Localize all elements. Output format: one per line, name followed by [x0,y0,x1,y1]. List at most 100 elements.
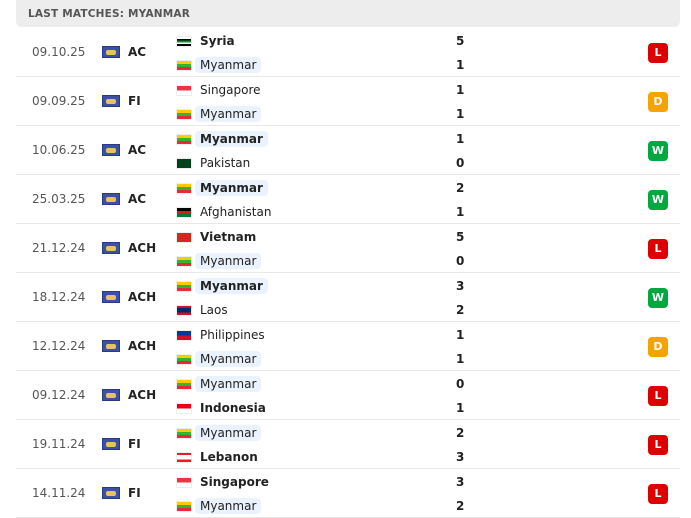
away-score: 1 [456,58,465,72]
match-row[interactable]: 10.06.25 AC 1 0 W Myanmar Pakistan [16,126,680,175]
competition-code: AC [128,192,147,206]
team-name: Singapore [200,475,269,489]
competition-icon [102,144,120,156]
match-row[interactable]: 12.12.24 ACH 1 1 D Philippines Myanmar [16,322,680,371]
flag-icon [176,108,192,120]
home-team[interactable]: Myanmar [176,178,268,198]
flag-icon [176,476,192,488]
match-row[interactable]: 09.10.25 AC 5 1 L Syria Myanmar [16,28,680,77]
match-date: 09.12.24 [32,388,86,402]
match-date: 09.09.25 [32,94,86,108]
flag-icon [176,402,192,414]
flag-icon [176,427,192,439]
competition-code: FI [128,94,141,108]
away-team[interactable]: Pakistan [176,153,255,173]
flag-icon [176,500,192,512]
away-team[interactable]: Myanmar [176,55,262,75]
match-row[interactable]: 18.12.24 ACH 3 2 W Myanmar Laos [16,273,680,322]
team-name: Vietnam [200,230,257,244]
home-team[interactable]: Vietnam [176,227,261,247]
competition-icon [102,46,120,58]
match-date: 10.06.25 [32,143,86,157]
away-team[interactable]: Indonesia [176,398,271,418]
match-date: 25.03.25 [32,192,86,206]
team-name: Singapore [200,83,261,97]
team-name: Laos [200,303,228,317]
home-team[interactable]: Philippines [176,325,270,345]
competition-code: ACH [128,388,157,402]
flag-icon [176,451,192,463]
result-badge: L [648,435,668,455]
result-badge: W [648,141,668,161]
away-team[interactable]: Lebanon [176,447,263,467]
competition-icon [102,291,120,303]
team-name: Myanmar [195,57,262,73]
home-team[interactable]: Myanmar [176,276,268,296]
competition-code: FI [128,437,141,451]
home-score: 3 [456,279,465,293]
home-team[interactable]: Myanmar [176,374,262,394]
away-score: 1 [456,352,465,366]
away-team[interactable]: Laos [176,300,233,320]
match-row[interactable]: 25.03.25 AC 2 1 W Myanmar Afghanistan [16,175,680,224]
home-team[interactable]: Singapore [176,80,266,100]
result-badge: L [648,239,668,259]
match-date: 18.12.24 [32,290,86,304]
flag-icon [176,206,192,218]
result-badge: L [648,386,668,406]
away-score: 1 [456,205,465,219]
result-badge: L [648,43,668,63]
away-team[interactable]: Afghanistan [176,202,276,222]
competition-code: ACH [128,339,157,353]
home-score: 5 [456,230,465,244]
competition-icon [102,340,120,352]
team-name: Myanmar [195,376,262,392]
flag-icon [176,182,192,194]
match-date: 19.11.24 [32,437,86,451]
match-row[interactable]: 09.12.24 ACH 0 1 L Myanmar Indonesia [16,371,680,420]
flag-icon [176,304,192,316]
away-team[interactable]: Myanmar [176,349,262,369]
home-team[interactable]: Myanmar [176,423,262,443]
team-name: Myanmar [195,498,262,514]
result-badge: D [648,92,668,112]
away-score: 2 [456,303,465,317]
competition-code: ACH [128,241,157,255]
away-team[interactable]: Myanmar [176,104,262,124]
team-name: Philippines [200,328,265,342]
team-name: Pakistan [200,156,251,170]
competition-icon [102,242,120,254]
team-name: Myanmar [195,278,268,294]
home-score: 3 [456,475,465,489]
home-team[interactable]: Myanmar [176,129,268,149]
result-badge: W [648,288,668,308]
match-date: 12.12.24 [32,339,86,353]
home-team[interactable]: Syria [176,31,240,51]
team-name: Myanmar [195,106,262,122]
section-header: LAST MATCHES: MYANMAR [16,0,680,27]
team-name: Myanmar [195,253,262,269]
result-badge: W [648,190,668,210]
home-score: 1 [456,83,465,97]
away-score: 0 [456,254,465,268]
flag-icon [176,378,192,390]
match-row[interactable]: 14.11.24 FI 3 2 L Singapore Myanmar [16,469,680,518]
flag-icon [176,255,192,267]
flag-icon [176,329,192,341]
competition-icon [102,438,120,450]
competition-icon [102,193,120,205]
away-team[interactable]: Myanmar [176,496,262,516]
team-name: Myanmar [195,351,262,367]
match-row[interactable]: 09.09.25 FI 1 1 D Singapore Myanmar [16,77,680,126]
match-row[interactable]: 19.11.24 FI 2 3 L Myanmar Lebanon [16,420,680,469]
home-score: 5 [456,34,465,48]
match-date: 14.11.24 [32,486,86,500]
team-name: Myanmar [195,425,262,441]
match-row[interactable]: 21.12.24 ACH 5 0 L Vietnam Myanmar [16,224,680,273]
flag-icon [176,59,192,71]
flag-icon [176,231,192,243]
flag-icon [176,133,192,145]
home-team[interactable]: Singapore [176,472,274,492]
away-team[interactable]: Myanmar [176,251,262,271]
home-score: 1 [456,132,465,146]
